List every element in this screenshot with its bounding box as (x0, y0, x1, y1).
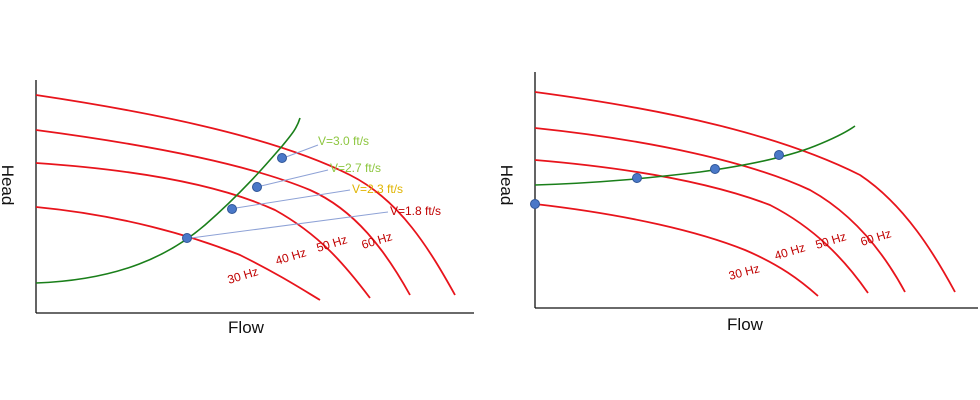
left-pump-curve-50hz (35, 129, 411, 296)
right-label-30hz: 30 Hz (727, 261, 761, 283)
left-x-axis-title: Flow (228, 318, 265, 337)
left-operating-point-50hz (252, 182, 262, 192)
right-label-60hz: 60 Hz (859, 226, 893, 249)
left-pump-curve-40hz (35, 162, 371, 299)
right-pump-curve-40hz (534, 159, 869, 294)
leader-line-3-0 (285, 144, 319, 158)
velocity-label-2-3: V=2.3 ft/s (352, 182, 403, 196)
left-label-50hz: 50 Hz (315, 232, 349, 255)
leader-line-1-8 (190, 211, 389, 239)
leader-line-2-3 (235, 189, 351, 209)
right-pump-curve-30hz (534, 203, 819, 297)
right-operating-point-50hz (710, 164, 720, 174)
left-label-40hz: 40 Hz (274, 245, 308, 268)
right-chart: 30 Hz 40 Hz 50 Hz 60 Hz Flow Head (497, 72, 978, 334)
right-pump-curve-50hz (534, 127, 906, 293)
left-operating-point-60hz (277, 153, 287, 163)
right-operating-point-30hz (530, 199, 540, 209)
velocity-label-1-8: V=1.8 ft/s (390, 204, 441, 218)
left-chart: V=3.0 ft/s V=2.7 ft/s V=2.3 ft/s V=1.8 f… (0, 80, 474, 337)
right-system-curve (534, 125, 856, 186)
right-pump-curve-60hz (534, 91, 956, 293)
right-x-axis-title: Flow (727, 315, 764, 334)
right-y-axis-title: Head (497, 165, 516, 206)
left-pump-curve-30hz (35, 206, 321, 301)
right-label-40hz: 40 Hz (773, 240, 807, 263)
left-operating-point-30hz (182, 233, 192, 243)
right-operating-point-40hz (632, 173, 642, 183)
velocity-label-2-7: V=2.7 ft/s (330, 161, 381, 175)
left-label-30hz: 30 Hz (226, 264, 260, 287)
left-pump-curve-60hz (35, 94, 456, 296)
leader-line-2-7 (260, 169, 329, 187)
left-label-60hz: 60 Hz (360, 229, 394, 252)
left-system-curve (35, 117, 301, 284)
right-operating-point-60hz (774, 150, 784, 160)
left-operating-point-40hz (227, 204, 237, 214)
left-y-axis-title: Head (0, 165, 17, 206)
velocity-label-3-0: V=3.0 ft/s (318, 134, 369, 148)
